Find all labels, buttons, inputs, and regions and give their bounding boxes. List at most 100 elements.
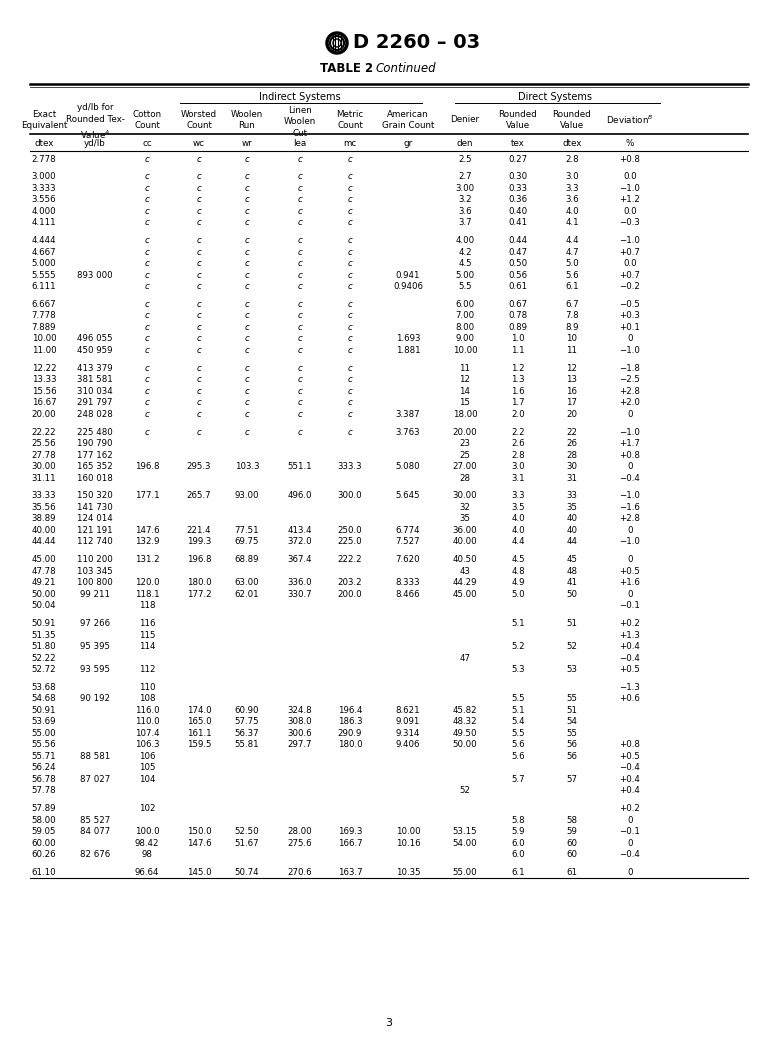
Text: 55: 55 [566,729,577,738]
Text: 54.00: 54.00 [453,839,478,847]
Text: +1.2: +1.2 [619,196,640,204]
Text: 93 595: 93 595 [80,665,110,675]
Text: 40: 40 [566,526,577,535]
Text: c: c [244,311,250,321]
Text: 1.693: 1.693 [396,334,420,344]
Text: 5.000: 5.000 [32,259,56,269]
Text: −0.4: −0.4 [619,763,640,772]
Text: Woolen
Run: Woolen Run [231,109,263,130]
Text: c: c [348,346,352,355]
Text: c: c [244,271,250,280]
Text: c: c [298,300,303,309]
Text: 121 191: 121 191 [77,526,113,535]
Text: 82 676: 82 676 [80,850,110,859]
Text: 27.00: 27.00 [453,462,478,472]
Text: 114: 114 [138,642,156,651]
Text: c: c [197,376,202,384]
Text: 8.621: 8.621 [396,706,420,715]
Text: 3.387: 3.387 [396,410,420,418]
Text: 551.1: 551.1 [288,462,312,472]
Text: 0: 0 [627,590,633,599]
Text: 55: 55 [566,694,577,704]
Text: 248 028: 248 028 [77,410,113,418]
Text: c: c [298,376,303,384]
Text: 63.00: 63.00 [235,578,259,587]
Text: 4.7: 4.7 [565,248,579,257]
Text: Exact
Equivalent: Exact Equivalent [21,109,67,130]
Text: 51.35: 51.35 [32,631,56,639]
Text: 291 797: 291 797 [77,399,113,407]
Text: 169.3: 169.3 [338,828,363,836]
Text: 6.0: 6.0 [511,839,525,847]
Text: 5.8: 5.8 [511,816,525,824]
Text: 11: 11 [566,346,577,355]
Text: 9.406: 9.406 [396,740,420,750]
Text: c: c [244,196,250,204]
Text: 3.6: 3.6 [565,196,579,204]
Text: 200.0: 200.0 [338,590,363,599]
Text: +0.7: +0.7 [619,248,640,257]
Text: 225 480: 225 480 [77,428,113,436]
Text: c: c [145,410,149,418]
Text: 2.6: 2.6 [511,439,525,448]
Text: 95 395: 95 395 [80,642,110,651]
Text: 290.9: 290.9 [338,729,363,738]
Text: 295.3: 295.3 [187,462,212,472]
Text: c: c [298,207,303,215]
Text: 450 959: 450 959 [77,346,113,355]
Text: c: c [244,346,250,355]
Text: 5.0: 5.0 [511,590,525,599]
Text: 16.67: 16.67 [32,399,56,407]
Text: 9.314: 9.314 [396,729,420,738]
Text: 203.2: 203.2 [338,578,363,587]
Text: 22.22: 22.22 [32,428,56,436]
Text: 0.41: 0.41 [509,219,527,227]
Text: 50: 50 [566,590,577,599]
Text: 50.00: 50.00 [32,590,56,599]
Text: 58.00: 58.00 [32,816,56,824]
Text: 3.6: 3.6 [458,207,471,215]
Text: 2.7: 2.7 [458,173,471,181]
Text: 165.0: 165.0 [187,717,212,727]
Text: 96.64: 96.64 [135,868,159,878]
Text: 26: 26 [566,439,577,448]
Text: 9.00: 9.00 [455,334,475,344]
Text: 0: 0 [627,839,633,847]
Text: wr: wr [242,138,252,148]
Text: 275.6: 275.6 [288,839,312,847]
Text: 106.3: 106.3 [135,740,159,750]
Text: 40.00: 40.00 [32,526,56,535]
Text: c: c [145,207,149,215]
Text: c: c [244,399,250,407]
Text: 106: 106 [138,752,156,761]
Text: 118: 118 [138,602,156,610]
Text: 15: 15 [460,399,471,407]
Text: +0.3: +0.3 [619,311,640,321]
Text: 161.1: 161.1 [187,729,212,738]
Text: 110.0: 110.0 [135,717,159,727]
Text: 4.5: 4.5 [511,555,525,564]
Text: 55.00: 55.00 [453,868,478,878]
Text: c: c [197,173,202,181]
Text: 141 730: 141 730 [77,503,113,512]
Text: 27.78: 27.78 [32,451,56,460]
Text: 372.0: 372.0 [288,537,312,547]
Text: 2.8: 2.8 [565,154,579,163]
Text: 174.0: 174.0 [187,706,212,715]
Text: 54: 54 [566,717,577,727]
Text: 12: 12 [460,376,471,384]
Text: American
Grain Count: American Grain Count [382,109,434,130]
Text: 5.1: 5.1 [511,706,525,715]
Text: c: c [298,219,303,227]
Text: +2.0: +2.0 [619,399,640,407]
Text: 25.56: 25.56 [32,439,56,448]
Text: c: c [348,154,352,163]
Text: 22: 22 [566,428,577,436]
Text: 0: 0 [627,868,633,878]
Text: 5.5: 5.5 [458,282,471,291]
Text: +0.8: +0.8 [619,154,640,163]
Text: c: c [298,271,303,280]
Text: 103 345: 103 345 [77,566,113,576]
Text: 38.89: 38.89 [32,514,56,524]
Text: c: c [348,271,352,280]
